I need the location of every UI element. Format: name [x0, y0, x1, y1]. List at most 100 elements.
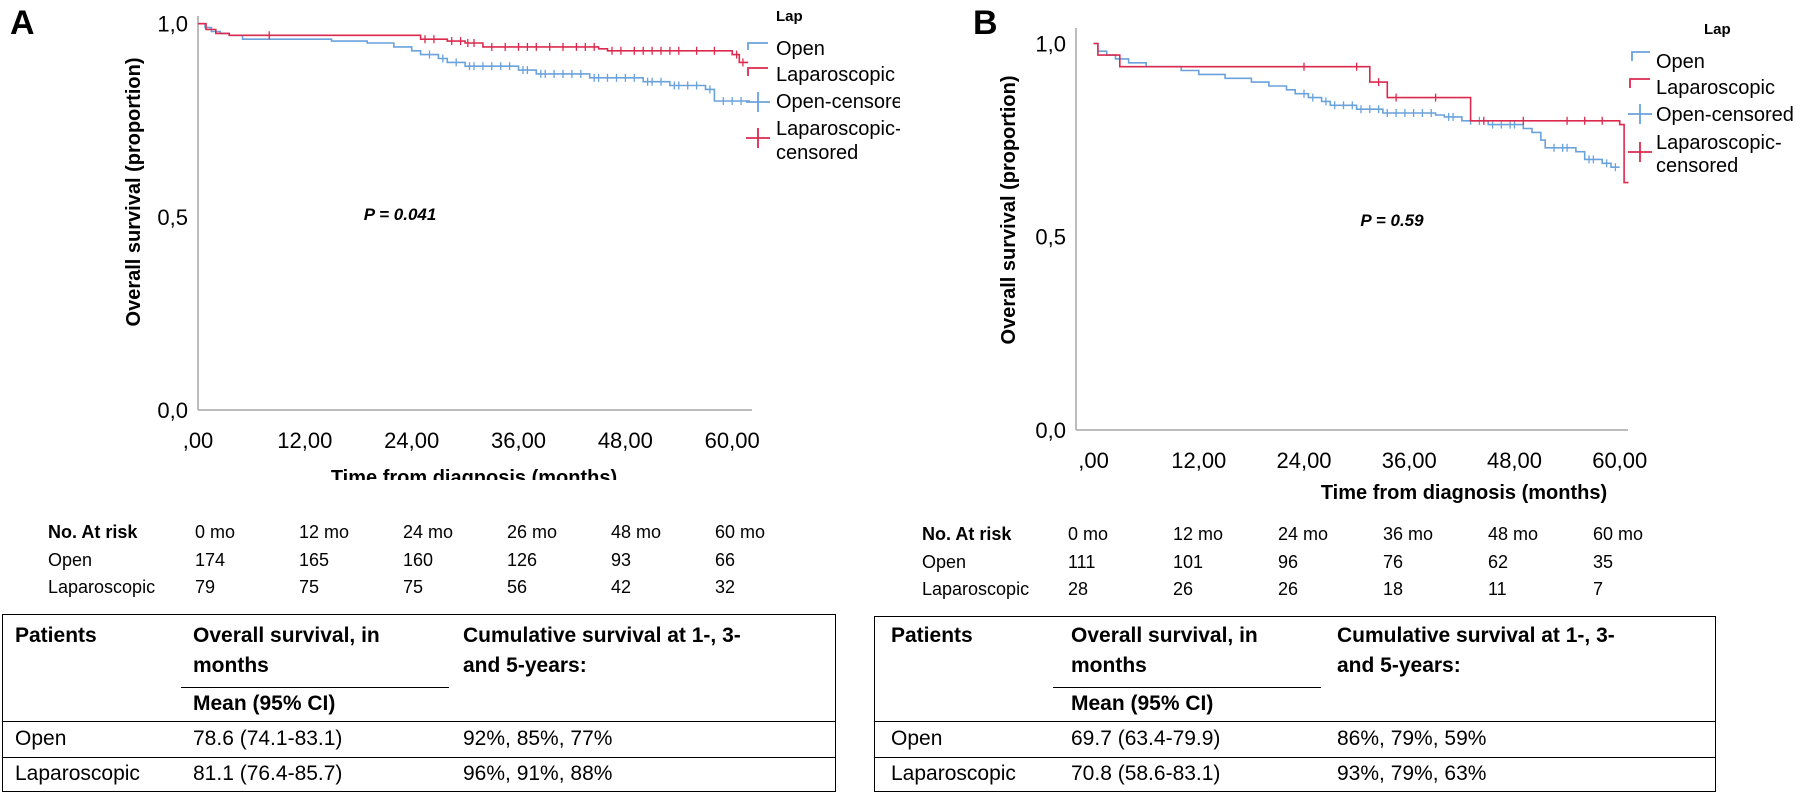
y-axis-title: Overall survival (proportion): [123, 58, 145, 327]
chart-series: [198, 22, 750, 105]
y-tick-label: 0,0: [1035, 418, 1066, 443]
legend-marker-laparoscopic-censored: [746, 128, 770, 148]
y-axis-title: Overall survival (proportion): [998, 76, 1020, 345]
summary-header-cumulative-line2: and 5-years:: [1337, 654, 1461, 677]
y-tick-label: 1,0: [1035, 31, 1066, 56]
summary-header-os-line2: months: [1071, 654, 1147, 677]
legend-label-laparoscopic: Laparoscopic: [776, 64, 895, 86]
risk-header-time: 24 mo: [1278, 524, 1329, 544]
y-tick-label: 1,0: [157, 12, 188, 37]
summary-header-patients: Patients: [15, 624, 97, 647]
risk-value: 96: [1278, 552, 1299, 572]
summary-header-os: Overall survival, in: [1071, 624, 1258, 647]
summary-header-cumulative: Cumulative survival at 1-, 3-: [1337, 624, 1615, 647]
km-curve-laparoscopic: [198, 22, 749, 64]
legend-swatch-laparoscopic: [747, 67, 768, 76]
summary-row-mean: 69.7 (63.4-79.9): [1071, 727, 1221, 750]
risk-value: 26: [1278, 579, 1299, 599]
legend: Lap Open Laparoscopic Open-censored Lapa…: [746, 8, 900, 164]
summary-header-cumulative-line2: and 5-years:: [463, 654, 587, 677]
risk-value: 75: [403, 577, 424, 597]
p-value-annotation: P = 0.041: [364, 205, 437, 224]
legend-marker-open-censored: [746, 92, 770, 112]
risk-row-label: Open: [922, 552, 967, 572]
x-tick-label: 24,00: [384, 428, 439, 453]
legend-swatch-open: [1631, 51, 1650, 61]
risk-value: 76: [1383, 552, 1404, 572]
risk-value: 165: [299, 550, 330, 570]
panel-letter: A: [10, 4, 35, 42]
panel-letter: B: [973, 4, 998, 42]
risk-value: 62: [1488, 552, 1509, 572]
risk-value: 79: [195, 577, 216, 597]
legend-marker-laparoscopic-censored: [1628, 142, 1652, 162]
km-curve-laparoscopic: [1093, 42, 1629, 184]
legend-swatch-open: [747, 42, 768, 50]
x-axis-title: Time from diagnosis (months): [331, 467, 617, 480]
summary-row-rule: [875, 721, 1715, 722]
legend-label-laparoscopic-censored-line2: censored: [776, 142, 858, 164]
summary-row-label: Open: [891, 727, 943, 750]
survival-chart-b: B 0,00,51,0,00 12,00 24,00 36,00 48,00 60,00 …: [973, 4, 1794, 504]
summary-row-label: Open: [15, 727, 67, 750]
risk-header-time: 48 mo: [1488, 524, 1539, 544]
x-tick-label: 12,00: [277, 428, 332, 453]
summary-row-cumulative: 96%, 91%, 88%: [463, 762, 613, 785]
risk-value: 35: [1593, 552, 1614, 572]
summary-subheader-mean: Mean (95% CI): [1071, 692, 1214, 715]
risk-row-label: Laparoscopic: [922, 579, 1030, 599]
risk-value: 66: [715, 550, 736, 570]
summary-row-label: Laparoscopic: [15, 762, 140, 785]
summary-row-cumulative: 92%, 85%, 77%: [463, 727, 613, 750]
risk-header-time: 0 mo: [1068, 524, 1109, 544]
summary-subheader-rule: [181, 687, 449, 688]
legend: Lap Open Laparoscopic Open-censored Lapa…: [1628, 21, 1794, 177]
risk-header-time: 12 mo: [299, 522, 350, 542]
risk-value: 18: [1383, 579, 1404, 599]
risk-value: 111: [1068, 552, 1096, 572]
y-tick-label: 0,0: [157, 398, 188, 423]
legend-label-laparoscopic-censored-line2: censored: [1656, 155, 1738, 177]
risk-header-label: No. At risk: [48, 522, 138, 542]
summary-row-cumulative: 93%, 79%, 63%: [1337, 762, 1487, 785]
risk-value: 7: [1593, 579, 1604, 599]
chart-ticks: 0,0 0,5 1,0 ,00 12,00 24,00 36,00 48,00 60,00: [157, 12, 759, 453]
x-axis-title: Time from diagnosis (months): [1321, 482, 1607, 504]
legend-title: Lap: [776, 8, 803, 25]
x-tick-label: 36,00: [491, 428, 546, 453]
risk-header-time: 60 mo: [1593, 524, 1644, 544]
summary-header-os-line2: months: [193, 654, 269, 677]
x-tick-label: 60,00: [705, 428, 760, 453]
risk-value: 28: [1068, 579, 1089, 599]
risk-value: 174: [195, 550, 226, 570]
summary-row-cumulative: 86%, 79%, 59%: [1337, 727, 1487, 750]
p-value-annotation: P = 0.59: [1360, 211, 1424, 230]
risk-value: 93: [611, 550, 632, 570]
risk-value: 160: [403, 550, 434, 570]
risk-header-time: 24 mo: [403, 522, 454, 542]
risk-value: 32: [715, 577, 736, 597]
summary-row-label: Laparoscopic: [891, 762, 1016, 785]
panel-a: A 0,0 0,5 1,0,00 12,00 24,00 36,00 48,00 60,00 …: [2, 4, 900, 792]
legend-swatch-laparoscopic: [1629, 78, 1650, 88]
legend-label-laparoscopic-censored: Laparoscopic-: [776, 118, 900, 140]
risk-header-time: 48 mo: [611, 522, 662, 542]
x-tick-label: 48,00: [598, 428, 653, 453]
risk-header-time: 36 mo: [1383, 524, 1434, 544]
summary-row-rule: [875, 757, 1715, 758]
risk-value: 126: [507, 550, 538, 570]
legend-label-open: Open: [1656, 51, 1705, 73]
survival-chart-a: A 0,00,51,0,00 12,00 24,00 36,00 48,00 60,00 …: [10, 4, 900, 480]
risk-header-label: No. At risk: [922, 524, 1012, 544]
summary-row-rule: [3, 721, 835, 722]
risk-header-time: 0 mo: [195, 522, 236, 542]
x-tick-label: ,00: [183, 428, 214, 453]
x-tick-label: 60,00: [1592, 448, 1647, 473]
summary-subheader-mean: Mean (95% CI): [193, 692, 336, 715]
risk-row-label: Laparoscopic: [48, 577, 156, 597]
legend-label-open-censored: Open-censored: [776, 91, 900, 113]
km-curve-open: [1093, 42, 1620, 168]
legend-label-open: Open: [776, 38, 825, 60]
summary-row-mean: 70.8 (58.6-83.1): [1071, 762, 1221, 785]
x-tick-label: 24,00: [1276, 448, 1331, 473]
